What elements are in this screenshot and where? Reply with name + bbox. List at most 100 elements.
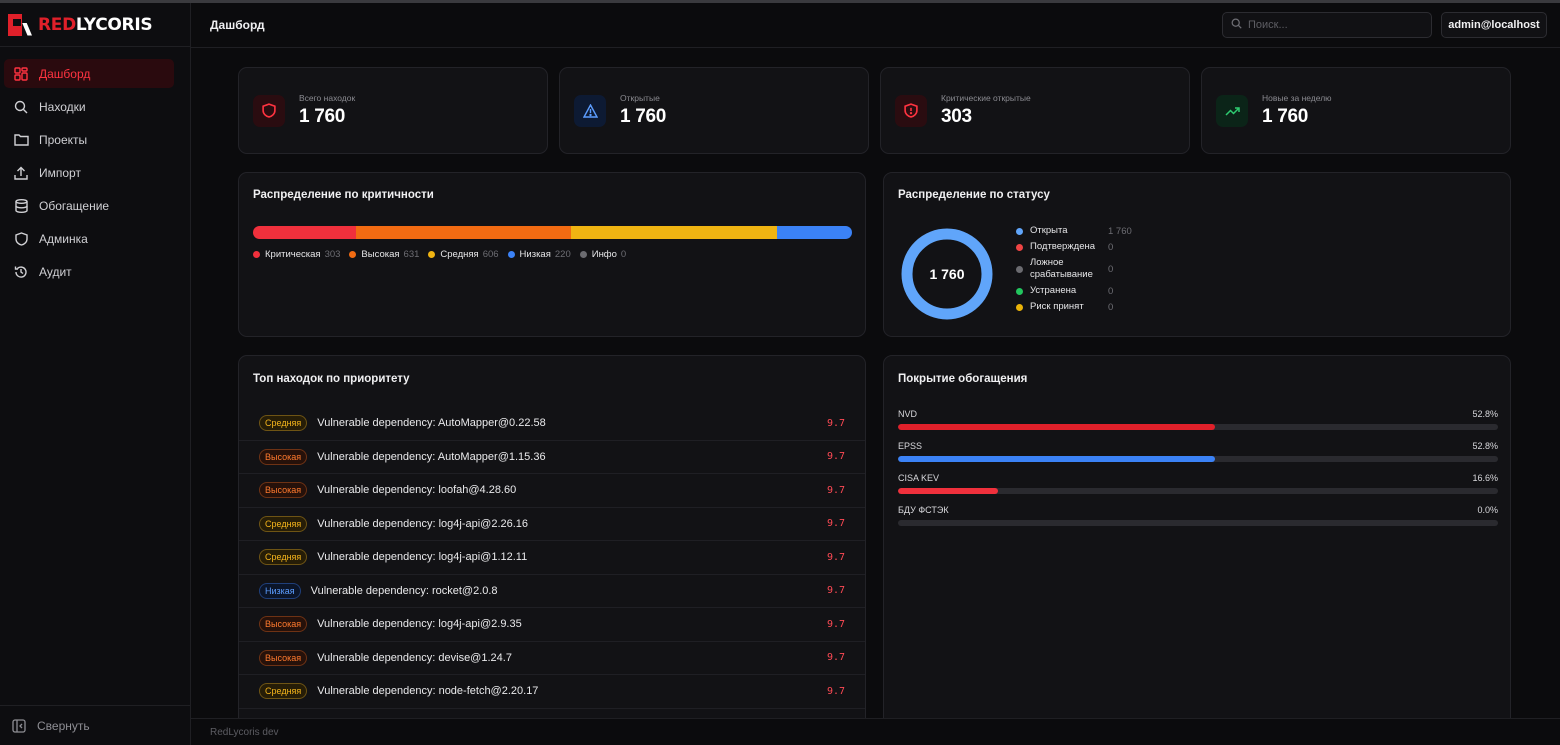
legend-dot (1016, 287, 1023, 295)
stat-value: 303 (941, 106, 972, 127)
legend-dot (507, 251, 515, 258)
top-findings-list: Средняя Vulnerable dependency: AutoMapper… (239, 407, 865, 709)
legend-label: Ложное срабатывание (1030, 257, 1093, 280)
coverage-label: EPSS (898, 441, 923, 451)
finding-score: 9.7 (826, 652, 845, 664)
severity-distribution-card: Распределение по критичности Критическая… (238, 172, 866, 337)
status-legend-item: Устранена 0 (1016, 285, 1166, 297)
severity-badge: Высокая (259, 649, 308, 666)
legend-label: Средняя (440, 249, 479, 260)
finding-title: Vulnerable dependency: loofah@4.28.60 (317, 484, 517, 497)
legend-dot (1016, 303, 1023, 311)
sidebar-item-dashboard[interactable]: Дашборд (4, 59, 174, 88)
severity-bar-segment (253, 226, 357, 239)
finding-row[interactable]: Высокая Vulnerable dependency: AutoMapper… (239, 441, 865, 474)
sidebar-item-audit[interactable]: Аудит (4, 257, 174, 286)
finding-score: 9.7 (826, 585, 845, 597)
legend-label: Устранена (1030, 285, 1077, 296)
coverage-percent: 0.0% (1477, 505, 1498, 515)
finding-score: 9.7 (826, 518, 845, 530)
finding-score: 9.7 (826, 417, 845, 429)
finding-row[interactable]: Средняя Vulnerable dependency: node-fetch… (239, 675, 865, 709)
severity-badge: Средняя (259, 515, 308, 532)
legend-label: Открыта (1030, 225, 1068, 236)
finding-row[interactable]: Средняя Vulnerable dependency: log4j-api@… (239, 541, 865, 575)
status-donut-chart: 1 760 (900, 227, 994, 321)
status-distribution-card: Распределение по статусу 1 760 Открыта 1 … (883, 172, 1511, 337)
status-legend: Открыта 1 760 Подтверждена 0 Ложное срабатыв… (1016, 225, 1166, 317)
sidebar-item-label: Импорт (39, 165, 81, 180)
coverage-progress-track (898, 456, 1498, 462)
finding-title: Vulnerable dependency: rocket@2.0.8 (310, 584, 498, 597)
finding-title: Vulnerable dependency: AutoMapper@1.15.3… (317, 450, 546, 463)
finding-title: Vulnerable dependency: log4j-api@2.26.16 (317, 517, 529, 530)
legend-label: Подтверждена (1030, 241, 1096, 252)
finding-score: 9.7 (826, 685, 845, 697)
stat-card-open: Открытые 1 760 (559, 67, 869, 154)
coverage-progress-track (898, 488, 1498, 494)
legend-count: 631 (403, 249, 420, 260)
search-icon (13, 99, 29, 115)
finding-row[interactable]: Средняя Vulnerable dependency: AutoMapper… (239, 407, 865, 441)
status-legend-item: Ложное срабатывание 0 (1016, 257, 1166, 281)
search-input[interactable] (1248, 19, 1418, 31)
shield-alert-icon (895, 94, 927, 127)
folder-icon (13, 132, 29, 148)
severity-legend: Критическая 303 Высокая 631 Средняя 606 Низкая… (253, 249, 635, 260)
finding-score: 9.7 (826, 451, 845, 463)
coverage-progress-track (898, 424, 1498, 430)
legend-dot (1016, 227, 1023, 235)
severity-legend-item: Высокая 631 (349, 249, 419, 260)
finding-title: Vulnerable dependency: devise@1.24.7 (317, 651, 512, 664)
coverage-item: CISA KEV 16.6% (898, 473, 1498, 494)
severity-badge: Высокая (259, 448, 308, 465)
sidebar-item-projects[interactable]: Проекты (4, 125, 174, 154)
finding-row[interactable]: Низкая Vulnerable dependency: rocket@2.0.… (239, 575, 865, 608)
coverage-item: БДУ ФСТЭК 0.0% (898, 505, 1498, 526)
sidebar-item-label: Дашборд (39, 66, 91, 81)
finding-row[interactable]: Высокая Vulnerable dependency: loofah@4.2… (239, 474, 865, 508)
coverage-progress-fill (898, 424, 1215, 430)
severity-stacked-bar (253, 226, 852, 239)
app-logo[interactable]: REDLYCORIS (0, 3, 190, 47)
legend-label: Высокая (361, 249, 400, 260)
coverage-label: CISA KEV (898, 473, 940, 483)
coverage-progress-fill (898, 456, 1215, 462)
card-title: Покрытие обогащения (898, 373, 1028, 385)
sidebar-item-admin[interactable]: Админка (4, 224, 174, 253)
stat-value: 1 760 (1262, 106, 1309, 127)
status-legend-item: Риск принят 0 (1016, 301, 1166, 313)
trending-up-icon (1216, 94, 1248, 127)
card-title: Распределение по критичности (253, 189, 434, 201)
database-icon (13, 198, 29, 214)
legend-count: 1 760 (1108, 225, 1132, 237)
finding-row[interactable]: Высокая Vulnerable dependency: devise@1.2… (239, 642, 865, 675)
legend-count: 220 (554, 249, 571, 260)
coverage-percent: 52.8% (1472, 409, 1498, 419)
legend-count: 606 (482, 249, 499, 260)
sidebar-item-label: Обогащение (39, 198, 110, 213)
legend-label: Критическая (265, 249, 321, 260)
shield-icon (253, 94, 285, 127)
legend-count: 0 (1108, 301, 1114, 313)
sidebar-item-import[interactable]: Импорт (4, 158, 174, 187)
finding-row[interactable]: Средняя Vulnerable dependency: log4j-api@… (239, 508, 865, 541)
status-legend-item: Подтверждена 0 (1016, 241, 1166, 253)
sidebar-item-findings[interactable]: Находки (4, 92, 174, 121)
severity-badge: Средняя (259, 683, 308, 700)
legend-label: Риск принят (1030, 301, 1084, 312)
search-box[interactable] (1222, 12, 1432, 38)
severity-badge: Средняя (259, 549, 308, 566)
user-menu-button[interactable]: admin@localhost (1441, 12, 1547, 38)
sidebar-item-label: Проекты (39, 132, 88, 147)
sidebar-item-enrichment[interactable]: Обогащение (4, 191, 174, 220)
legend-dot (253, 251, 260, 258)
severity-badge: Средняя (259, 415, 308, 432)
upload-icon (13, 165, 29, 181)
collapse-label: Свернуть (37, 718, 90, 733)
finding-row[interactable]: Высокая Vulnerable dependency: log4j-api@… (239, 608, 865, 642)
collapse-sidebar-button[interactable]: Свернуть (0, 705, 190, 745)
sidebar-item-label: Админка (39, 231, 88, 246)
legend-count: 0 (1108, 241, 1114, 253)
legend-dot (1016, 243, 1023, 251)
